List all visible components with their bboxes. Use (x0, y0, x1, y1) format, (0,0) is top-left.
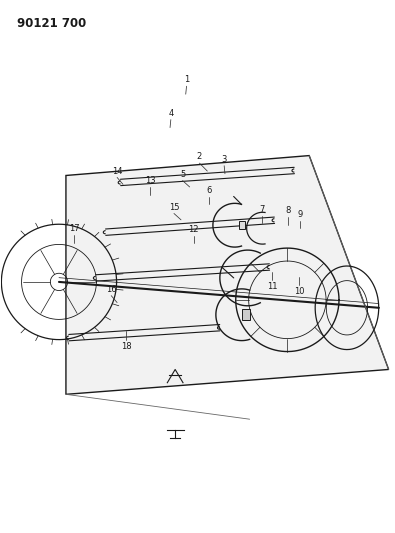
Text: 6: 6 (207, 185, 212, 195)
Polygon shape (66, 156, 389, 394)
Text: 9: 9 (298, 210, 303, 219)
Text: 3: 3 (222, 155, 227, 164)
Text: 16: 16 (106, 285, 117, 294)
Text: 15: 15 (169, 203, 179, 212)
Polygon shape (239, 221, 245, 230)
Text: 17: 17 (69, 224, 79, 233)
Text: 11: 11 (267, 281, 277, 290)
Text: 14: 14 (112, 166, 122, 175)
Text: 4: 4 (168, 109, 173, 118)
Text: 18: 18 (121, 342, 132, 351)
Text: 90121 700: 90121 700 (17, 17, 87, 30)
Text: 1: 1 (184, 75, 189, 84)
Text: 13: 13 (145, 176, 156, 185)
Text: 2: 2 (197, 152, 202, 161)
Text: 5: 5 (180, 169, 185, 179)
Text: 12: 12 (188, 225, 199, 234)
Text: 7: 7 (260, 205, 265, 214)
Text: 8: 8 (285, 206, 290, 215)
Polygon shape (242, 310, 250, 320)
Text: 10: 10 (294, 287, 305, 296)
